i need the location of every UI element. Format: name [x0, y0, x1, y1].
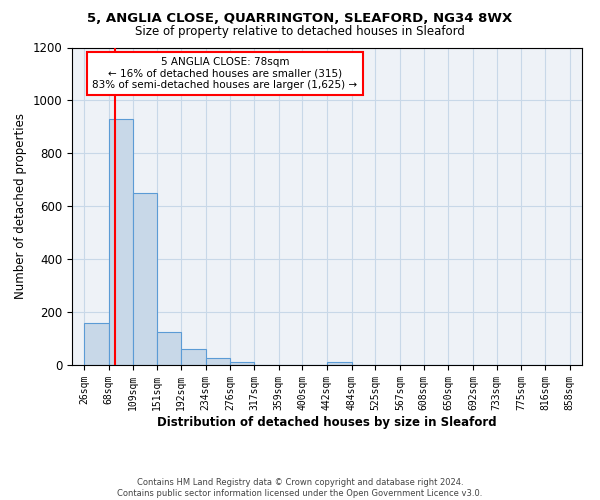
- Bar: [327, 362, 352, 365]
- Bar: [206, 358, 230, 365]
- Bar: [230, 362, 254, 365]
- Text: 5 ANGLIA CLOSE: 78sqm
← 16% of detached houses are smaller (315)
83% of semi-det: 5 ANGLIA CLOSE: 78sqm ← 16% of detached …: [92, 57, 358, 90]
- Text: 5, ANGLIA CLOSE, QUARRINGTON, SLEAFORD, NG34 8WX: 5, ANGLIA CLOSE, QUARRINGTON, SLEAFORD, …: [88, 12, 512, 26]
- Text: Size of property relative to detached houses in Sleaford: Size of property relative to detached ho…: [135, 25, 465, 38]
- X-axis label: Distribution of detached houses by size in Sleaford: Distribution of detached houses by size …: [157, 416, 497, 428]
- Bar: [109, 119, 133, 365]
- Bar: [181, 349, 206, 365]
- Y-axis label: Number of detached properties: Number of detached properties: [14, 114, 27, 299]
- Text: Contains HM Land Registry data © Crown copyright and database right 2024.
Contai: Contains HM Land Registry data © Crown c…: [118, 478, 482, 498]
- Bar: [84, 322, 109, 365]
- Bar: [133, 193, 157, 365]
- Bar: [157, 332, 181, 365]
